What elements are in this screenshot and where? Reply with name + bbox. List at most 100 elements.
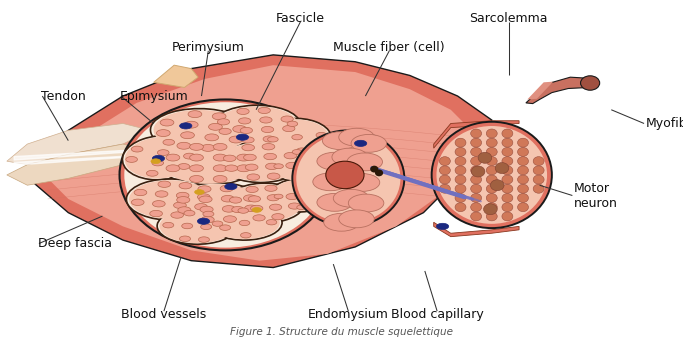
Ellipse shape [455,166,466,175]
Circle shape [354,140,367,146]
Circle shape [344,174,380,191]
Ellipse shape [455,175,466,184]
Ellipse shape [471,138,482,147]
Text: Endomysium: Endomysium [308,308,389,321]
Ellipse shape [502,184,513,193]
Circle shape [131,146,143,152]
Ellipse shape [502,203,513,212]
Ellipse shape [370,166,378,173]
Circle shape [245,205,257,212]
Ellipse shape [326,161,364,189]
Circle shape [266,220,277,225]
Ellipse shape [272,180,326,211]
Circle shape [313,173,348,191]
Circle shape [203,211,214,217]
Polygon shape [434,121,519,148]
Text: Epimysium: Epimysium [120,90,189,103]
Ellipse shape [154,110,249,152]
Circle shape [146,170,158,176]
Circle shape [190,143,204,150]
Circle shape [270,204,282,210]
Circle shape [177,197,190,203]
Ellipse shape [455,147,466,156]
Ellipse shape [502,129,513,138]
Circle shape [292,134,303,140]
Ellipse shape [495,163,509,174]
Ellipse shape [471,212,482,221]
Circle shape [208,123,223,130]
Circle shape [248,196,260,202]
Text: Tendon: Tendon [41,90,86,103]
Circle shape [294,193,304,198]
Ellipse shape [455,184,466,193]
Ellipse shape [471,129,482,138]
Circle shape [184,153,195,159]
Ellipse shape [375,169,383,176]
Circle shape [286,193,298,200]
Ellipse shape [486,203,497,212]
Ellipse shape [484,204,497,215]
Ellipse shape [296,134,400,223]
Circle shape [260,117,272,123]
Circle shape [152,201,165,207]
Circle shape [244,154,256,161]
Circle shape [155,191,168,197]
Circle shape [180,236,191,241]
Circle shape [190,165,204,172]
Circle shape [213,165,227,172]
Circle shape [237,154,251,161]
Ellipse shape [455,138,466,147]
Circle shape [245,164,258,170]
Ellipse shape [214,106,298,144]
Ellipse shape [272,148,329,181]
Ellipse shape [533,166,544,175]
Circle shape [288,203,301,209]
Ellipse shape [502,157,513,166]
Circle shape [252,208,262,212]
Circle shape [274,164,283,168]
Ellipse shape [432,122,552,228]
Ellipse shape [120,99,331,250]
Circle shape [179,182,192,189]
Circle shape [242,137,254,143]
Ellipse shape [471,166,482,175]
Ellipse shape [478,152,492,163]
Circle shape [220,225,231,230]
Ellipse shape [502,193,513,202]
Circle shape [329,169,365,187]
Text: Perimysium: Perimysium [172,41,245,54]
Ellipse shape [455,193,466,202]
Ellipse shape [533,184,544,193]
Circle shape [242,144,255,151]
Circle shape [195,190,204,194]
Circle shape [201,144,215,151]
Circle shape [163,222,173,228]
Ellipse shape [518,193,529,202]
Ellipse shape [219,141,303,182]
Circle shape [281,116,293,122]
Polygon shape [434,222,519,237]
Circle shape [267,194,279,201]
Ellipse shape [122,136,199,180]
Circle shape [339,128,374,146]
Circle shape [158,150,169,155]
Ellipse shape [471,147,482,156]
Circle shape [176,192,189,199]
Circle shape [244,195,257,201]
Ellipse shape [471,166,485,177]
Circle shape [436,223,449,229]
Ellipse shape [126,179,215,220]
Circle shape [178,164,190,169]
Circle shape [221,196,234,202]
Circle shape [246,186,258,192]
Circle shape [160,119,174,126]
Ellipse shape [471,184,482,193]
Ellipse shape [471,193,482,202]
Polygon shape [20,55,492,268]
Circle shape [150,210,163,217]
Ellipse shape [455,157,466,166]
Ellipse shape [221,143,301,181]
Circle shape [197,218,210,224]
Ellipse shape [150,109,253,153]
Circle shape [283,126,295,132]
